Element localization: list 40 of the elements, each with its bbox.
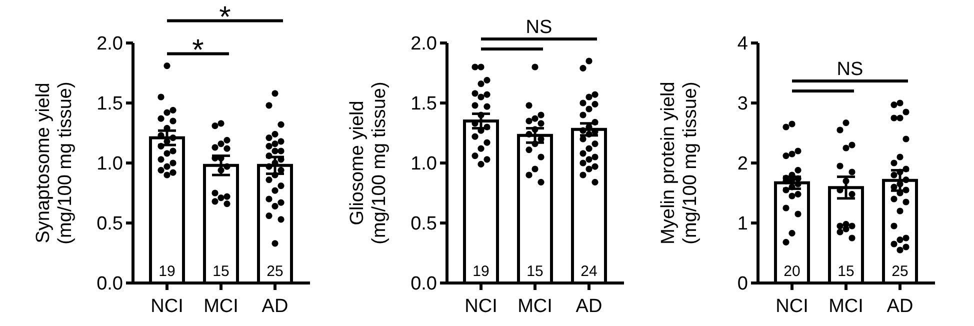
annotation: 24 bbox=[580, 263, 598, 280]
x-tick-label: MCI bbox=[828, 296, 864, 317]
text: * bbox=[219, 0, 232, 34]
y-tick-label: 0.5 bbox=[96, 214, 123, 235]
text: NS bbox=[526, 17, 552, 38]
annotation: NS bbox=[836, 59, 864, 80]
y-tick-label: 3 bbox=[737, 94, 748, 115]
y-tick-label: 0.0 bbox=[410, 274, 437, 295]
x-tick-label: MCI bbox=[204, 296, 238, 317]
y-tick-label: 1.0 bbox=[96, 154, 123, 175]
y-tick-label: 1.5 bbox=[410, 94, 437, 115]
annotation: 25 bbox=[266, 263, 284, 280]
y-tick-label: 0 bbox=[737, 274, 748, 295]
y-axis-title: Gliosome yield (mg/100 mg tissue) bbox=[347, 82, 390, 244]
x-tick-label: NCI bbox=[150, 296, 184, 317]
y-tick-label: 4 bbox=[737, 34, 748, 55]
y-tick-label: 2.0 bbox=[410, 34, 437, 55]
annotation: 19 bbox=[472, 263, 490, 280]
annotation: 19 bbox=[158, 263, 176, 280]
y-tick-label: 0.0 bbox=[96, 274, 123, 295]
x-tick-label: AD bbox=[576, 296, 602, 317]
annotation: * bbox=[192, 34, 204, 67]
y-tick-label: 1.0 bbox=[410, 154, 437, 175]
y-tick-label: 2.0 bbox=[96, 34, 123, 55]
y-tick-label: 1.5 bbox=[96, 94, 123, 115]
y-axis-title: Synaptosome yield (mg/100 mg tissue) bbox=[33, 82, 76, 244]
x-tick-label: AD bbox=[262, 296, 288, 317]
annotation: 15 bbox=[212, 263, 230, 280]
annotation: 20 bbox=[784, 263, 800, 280]
x-tick-label: MCI bbox=[518, 296, 552, 317]
y-tick-label: 2 bbox=[737, 154, 748, 175]
annotation: 25 bbox=[892, 263, 908, 280]
x-tick-label: AD bbox=[886, 296, 914, 317]
y-tick-label: 1 bbox=[737, 214, 748, 235]
y-axis-title: Myelin protein yield (mg/100 mg tissue) bbox=[658, 82, 701, 244]
annotation: 15 bbox=[838, 263, 854, 280]
x-tick-label: NCI bbox=[464, 296, 498, 317]
x-tick-label: NCI bbox=[776, 296, 808, 317]
annotation: 15 bbox=[526, 263, 544, 280]
y-tick-label: 0.5 bbox=[410, 214, 437, 235]
